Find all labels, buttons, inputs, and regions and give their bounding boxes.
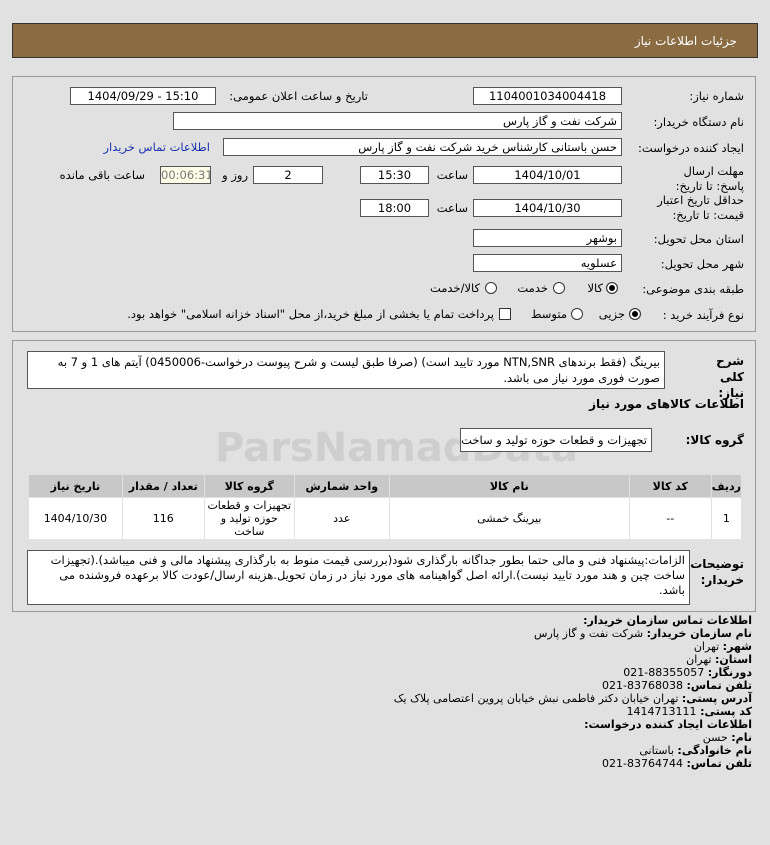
days-label: روز و [222, 168, 248, 182]
process-medium-radio[interactable] [571, 308, 583, 320]
col-name: نام کالا [388, 474, 630, 498]
contact-city: شهر: تهران [693, 640, 752, 653]
validity-time-label: ساعت [436, 201, 468, 215]
category-label: طبقه بندی موضوعی: [642, 282, 744, 296]
contact-postal: کد پستی: 1414713111 [626, 705, 752, 718]
goods-section-title: اطلاعات کالاهای مورد نیاز [589, 397, 744, 411]
city-field[interactable]: عسلویه [473, 254, 622, 272]
col-qty: تعداد / مقدار [121, 474, 205, 498]
cell-qty: 116 [121, 497, 205, 540]
page-header: جزئیات اطلاعات نیاز [12, 23, 758, 58]
category-both-label: کالا/خدمت [429, 281, 480, 295]
col-date: تاریخ نیاز [28, 474, 123, 498]
category-both-radio[interactable] [485, 282, 497, 294]
buyer-org-field[interactable]: شرکت نفت و گاز پارس [173, 112, 622, 130]
contact-province: استان: تهران [686, 653, 752, 666]
validity-time-field[interactable]: 18:00 [360, 199, 429, 217]
process-medium-label: متوسط [530, 307, 567, 321]
treasury-note: پرداخت تمام یا بخشی از مبلغ خرید،از محل … [127, 307, 494, 321]
remaining-field: 00:06:31 [160, 166, 211, 184]
deadline-label: مهلت ارسال پاسخ: تا تاریخ: [675, 164, 744, 193]
category-service-label: خدمت [517, 281, 548, 295]
creator-first-name: نام: حسن [702, 731, 752, 744]
col-group: گروه کالا [203, 474, 295, 498]
treasury-checkbox[interactable] [499, 308, 511, 320]
buyer-org-label: نام دستگاه خریدار: [653, 115, 744, 129]
contact-title: اطلاعات تماس سازمان خریدار: [583, 614, 752, 627]
deadline-time-field[interactable]: 15:30 [360, 166, 429, 184]
notes-field: الزامات:پیشنهاد فنی و مالی حتما بطور جدا… [27, 550, 690, 605]
col-row: ردیف [710, 474, 743, 498]
announce-label: تاریخ و ساعت اعلان عمومی: [229, 89, 368, 103]
remaining-label: ساعت باقی مانده [59, 168, 145, 182]
creator-phone: تلفن تماس: 83764744-021 [602, 757, 752, 770]
cell-date: 1404/10/30 [28, 497, 123, 540]
goods-table: ردیف کد کالا نام کالا واحد شمارش گروه کا… [28, 474, 743, 540]
table-row: 1 -- بیرینگ خمشی عدد تجهیزات و قطعات حوز… [28, 497, 743, 540]
process-partial-label: جزیی [598, 307, 625, 321]
contact-org: نام سازمان خریدار: شرکت نفت و گاز پارس [534, 627, 752, 640]
cell-unit: عدد [293, 497, 390, 540]
contact-phone: تلفن تماس: 83768038-021 [602, 679, 752, 692]
cell-group: تجهیزات و قطعات حوزه تولید و ساخت [203, 497, 295, 540]
validity-date-field[interactable]: 1404/10/30 [473, 199, 622, 217]
cell-name: بیرینگ خمشی [388, 497, 630, 540]
cell-row: 1 [710, 497, 743, 540]
contact-fax: دورنگار: 88355057-021 [623, 666, 752, 679]
goods-group-label: گروه کالا: [685, 433, 744, 447]
creator-info-title: اطلاعات ایجاد کننده درخواست: [584, 718, 752, 731]
validity-label: حداقل تاریخ اعتبار قیمت: تا تاریخ: [657, 193, 744, 222]
description-field: بیرینگ (فقط برندهای NTN,SNR مورد تایید ا… [27, 351, 665, 389]
need-number-label: شماره نیاز: [689, 89, 744, 103]
contact-address: آدرس پستی: تهران خیابان دکتر فاطمی نبش خ… [393, 692, 752, 705]
creator-field[interactable]: حسن باستانی کارشناس خرید شرکت نفت و گاز … [223, 138, 622, 156]
buyer-contact-link[interactable]: اطلاعات تماس خریدار [103, 140, 210, 154]
city-label: شهر محل تحویل: [660, 257, 744, 271]
creator-last-name: نام خانوادگی: باستانی [639, 744, 752, 757]
category-goods-radio[interactable] [606, 282, 618, 294]
days-field[interactable]: 2 [253, 166, 323, 184]
process-partial-radio[interactable] [629, 308, 641, 320]
goods-group-field: تجهیزات و قطعات حوزه تولید و ساخت [460, 428, 652, 452]
description-label: شرح کلی نیاز: [716, 354, 744, 400]
creator-label: ایجاد کننده درخواست: [638, 141, 744, 155]
category-goods-label: کالا [587, 281, 603, 295]
cell-code: -- [628, 497, 712, 540]
province-field[interactable]: بوشهر [473, 229, 622, 247]
table-header-row: ردیف کد کالا نام کالا واحد شمارش گروه کا… [28, 474, 743, 498]
notes-label: توضیحات خریدار: [690, 557, 744, 587]
col-code: کد کالا [628, 474, 712, 498]
announce-field[interactable]: 1404/09/29 - 15:10 [70, 87, 216, 105]
category-service-radio[interactable] [553, 282, 565, 294]
deadline-time-label: ساعت [436, 168, 468, 182]
province-label: استان محل تحویل: [653, 232, 744, 246]
deadline-date-field[interactable]: 1404/10/01 [473, 166, 622, 184]
process-label: نوع فرآیند خرید : [662, 308, 744, 322]
col-unit: واحد شمارش [293, 474, 390, 498]
need-number-field[interactable]: 1104001034004418 [473, 87, 622, 105]
